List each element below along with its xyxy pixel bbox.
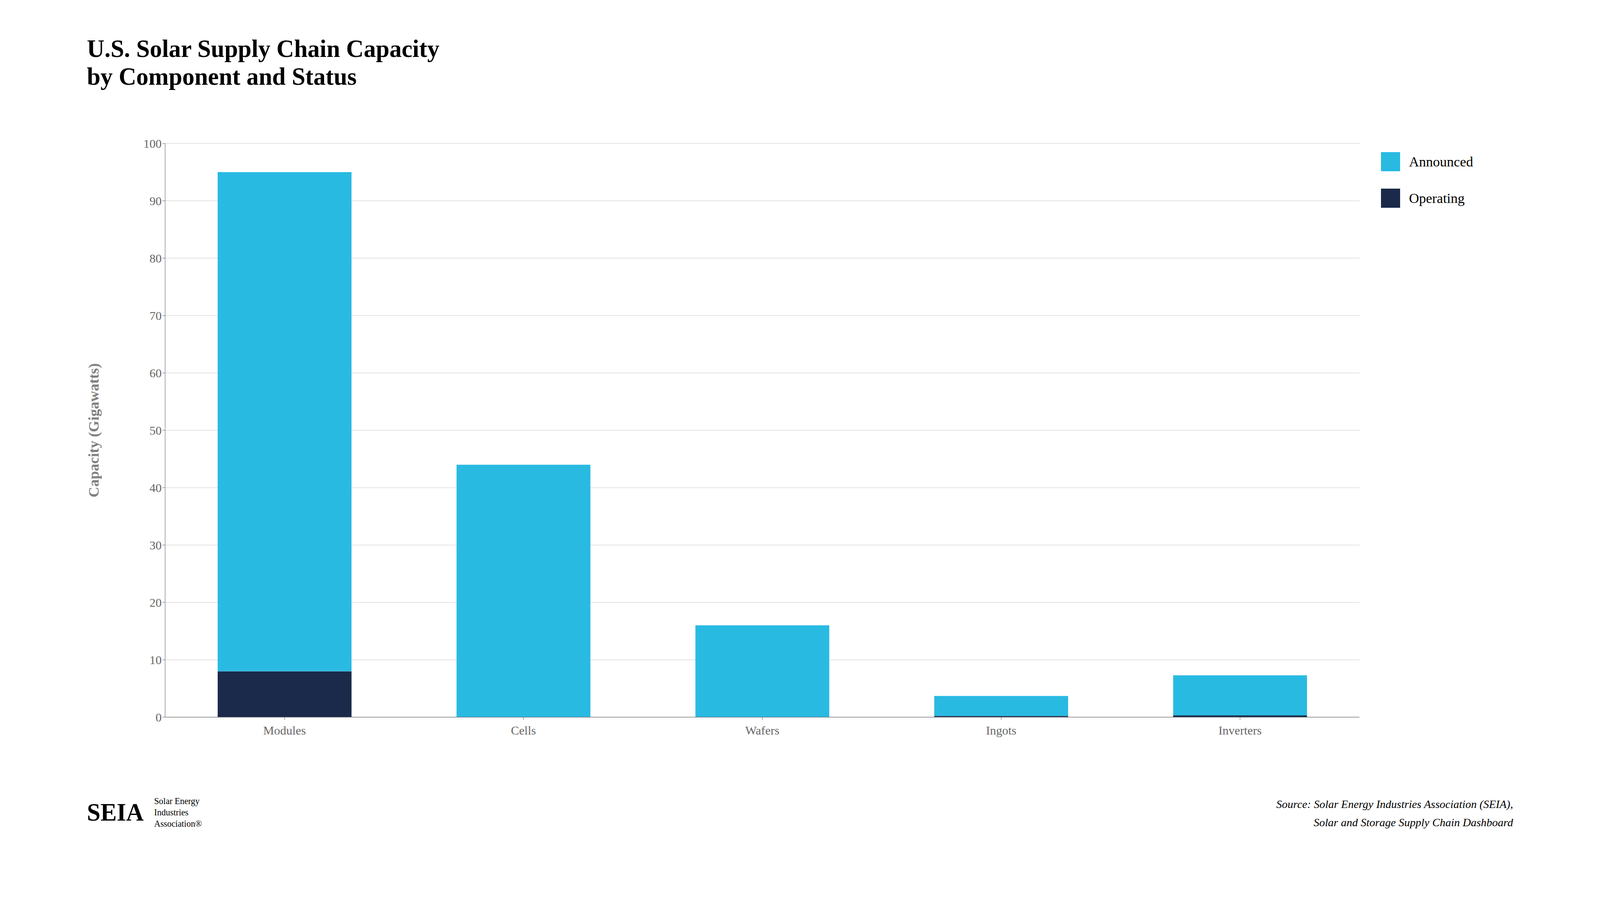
svg-text:80: 80	[149, 251, 162, 266]
svg-text:Inverters: Inverters	[1218, 723, 1262, 737]
html-text:Source: Solar Energy Industrie: Source: Solar Energy Industries Associat…	[1276, 797, 1514, 811]
html-text:SEIA: SEIA	[86, 798, 144, 826]
svg-text:70: 70	[149, 308, 162, 323]
svg-text:50: 50	[149, 423, 162, 438]
svg-text:10: 10	[149, 653, 162, 667]
svg-text:40: 40	[149, 481, 162, 495]
html-text:Solar Energy: Solar Energy	[154, 796, 200, 806]
svg-text:Modules: Modules	[263, 723, 306, 737]
html-text:U.S. Solar Supply Chain Capaci: U.S. Solar Supply Chain Capacity	[86, 35, 440, 63]
html-text:Operating: Operating	[1409, 190, 1465, 206]
svg-text:60: 60	[149, 366, 162, 380]
svg-text:Capacity (Gigawatts): Capacity (Gigawatts)	[85, 363, 103, 498]
svg-text:20: 20	[149, 595, 162, 610]
svg-text:90: 90	[149, 194, 162, 208]
svg-text:30: 30	[149, 538, 162, 552]
html-text:Announced: Announced	[1409, 153, 1474, 170]
html-text:by Component and Status: by Component and Status	[86, 63, 357, 91]
svg-text:Ingots: Ingots	[985, 723, 1017, 737]
svg-text:Cells: Cells	[511, 723, 537, 737]
svg-text:0: 0	[155, 710, 162, 724]
svg-text:100: 100	[143, 136, 162, 151]
html-text:Industries: Industries	[154, 807, 189, 817]
svg-text:Wafers: Wafers	[745, 723, 780, 737]
html-text:Association®: Association®	[154, 818, 202, 829]
html-text:Solar and Storage Supply Chain: Solar and Storage Supply Chain Dashboard	[1313, 815, 1514, 829]
